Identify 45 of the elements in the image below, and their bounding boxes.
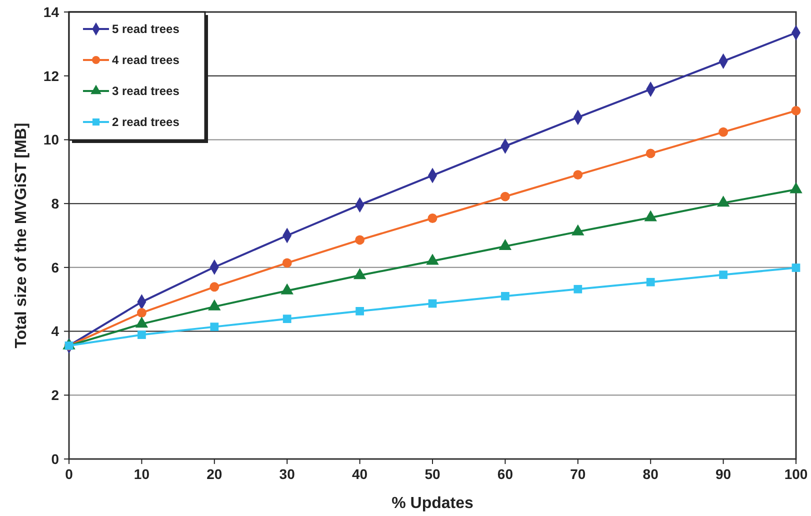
point xyxy=(574,284,582,294)
x-tick-label: 50 xyxy=(424,466,440,482)
y-tick-label: 8 xyxy=(51,195,60,212)
point xyxy=(282,258,292,268)
x-tick-label: 60 xyxy=(497,466,514,482)
point xyxy=(718,127,728,137)
point xyxy=(792,264,800,272)
x-tick-label: 20 xyxy=(206,466,222,482)
point xyxy=(501,292,510,300)
point xyxy=(428,299,437,308)
point xyxy=(646,278,655,286)
point xyxy=(356,306,364,316)
x-tick-label: 0 xyxy=(65,466,74,482)
y-tick-label: 4 xyxy=(51,323,60,340)
x-tick-label: 80 xyxy=(642,466,659,482)
point xyxy=(646,148,656,158)
y-tick-label: 14 xyxy=(43,4,60,20)
y-tick-label: 2 xyxy=(51,387,60,404)
point xyxy=(428,214,438,223)
y-tick-label: 0 xyxy=(51,450,60,467)
x-tick-label: 30 xyxy=(279,466,296,482)
point xyxy=(500,192,510,202)
point xyxy=(719,270,728,279)
point xyxy=(136,308,146,318)
x-tick-label: 10 xyxy=(134,466,150,482)
x-tick-label: 70 xyxy=(570,466,586,482)
legend-label: 5 read trees xyxy=(112,22,180,36)
legend-label: 4 read trees xyxy=(112,53,180,68)
x-tick-label: 100 xyxy=(784,466,808,482)
y-tick-label: 6 xyxy=(51,259,60,276)
point xyxy=(355,235,365,245)
point xyxy=(210,322,219,331)
point xyxy=(573,170,583,180)
x-tick-label: 40 xyxy=(352,466,368,482)
x-tick-label: 90 xyxy=(716,466,732,482)
point xyxy=(282,314,292,324)
y-tick-label: 10 xyxy=(43,132,60,148)
point xyxy=(138,330,146,339)
point xyxy=(210,282,220,292)
x-axis-title: % Updates xyxy=(392,495,474,512)
legend-label: 2 read trees xyxy=(112,115,180,130)
y-tick-label: 12 xyxy=(43,68,60,84)
y-axis-title: Total size of the MVGiST [MB] xyxy=(13,122,30,348)
point xyxy=(791,106,801,116)
legend-label: 3 read trees xyxy=(112,84,180,98)
